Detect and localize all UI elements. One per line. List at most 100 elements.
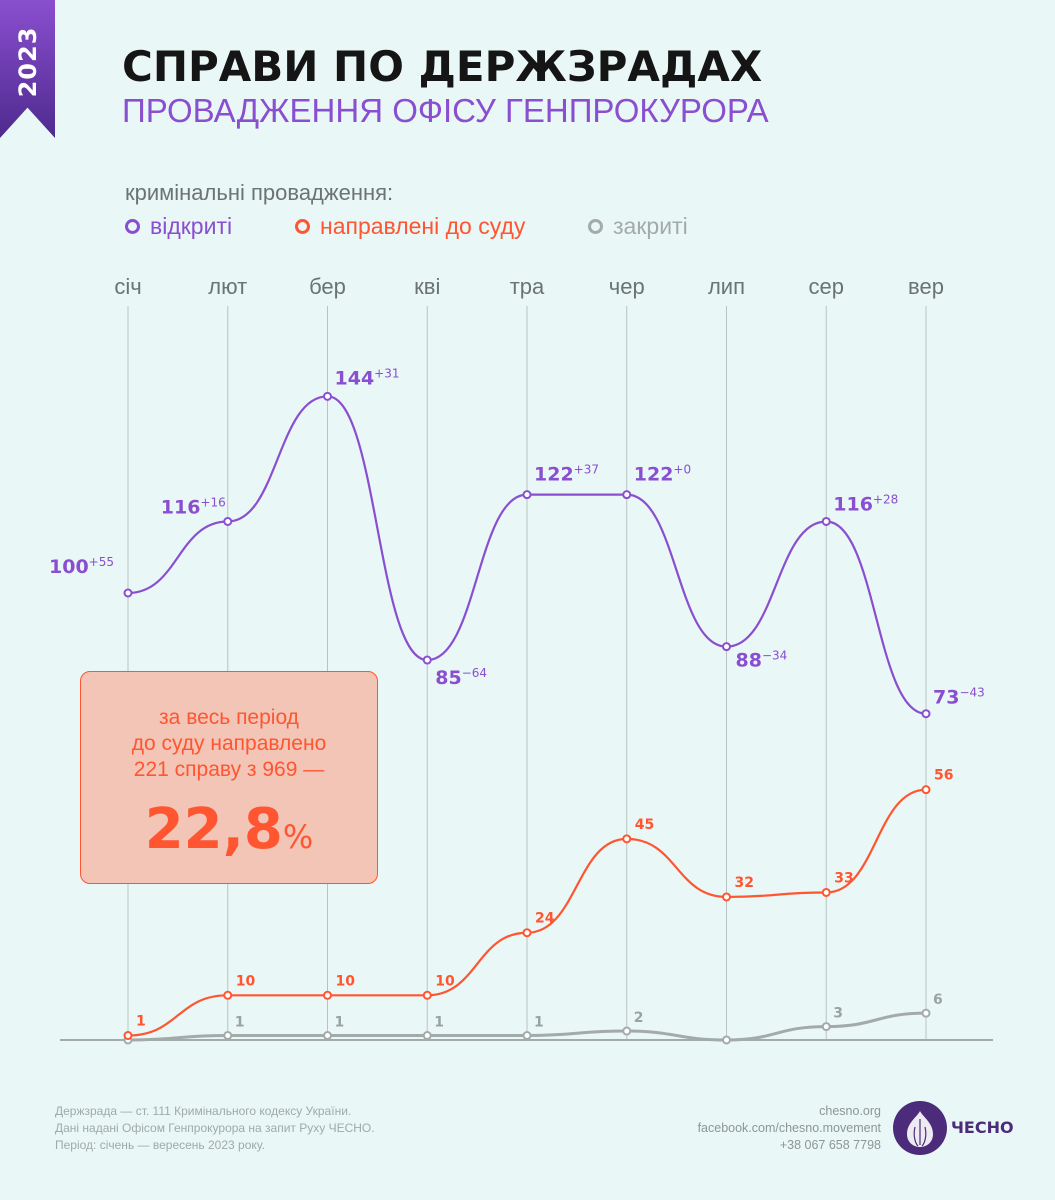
legend-label: закриті (613, 213, 688, 239)
data-label-opened: 122+0 (634, 463, 691, 486)
value: 122 (534, 464, 574, 486)
data-point-opened (522, 490, 532, 500)
data-point-opened (323, 391, 332, 401)
data-label-to-court: 56 (934, 768, 953, 784)
data-point-to-court (323, 990, 332, 1000)
chesno-logo-icon (893, 1101, 947, 1155)
x-tick-label: вер (908, 274, 944, 299)
data-label-closed: 3 (833, 1006, 843, 1022)
data-point-opened (422, 655, 432, 665)
delta: +16 (200, 495, 225, 509)
page-title: СПРАВИ ПО ДЕРЖЗРАДАХ (122, 42, 763, 91)
x-tick-label: лют (208, 274, 247, 299)
data-point-closed (722, 1035, 731, 1045)
value: 85 (435, 667, 461, 689)
delta: +31 (374, 366, 399, 380)
value: 88 (736, 650, 762, 672)
series-line-opened (127, 395, 927, 715)
percent-sign: % (282, 818, 314, 856)
data-point-closed (921, 1008, 931, 1018)
series-line-to-court (127, 788, 927, 1037)
data-point-to-court (123, 1031, 133, 1041)
legend-label: відкриті (150, 213, 233, 239)
facebook-link[interactable]: facebook.com/chesno.movement (697, 1121, 881, 1135)
delta: +28 (873, 492, 898, 506)
data-label-closed: 1 (534, 1015, 544, 1031)
x-tick-label: тра (510, 274, 545, 299)
data-point-closed (223, 1031, 233, 1041)
data-label-closed: 1 (335, 1015, 345, 1031)
data-label-opened: 122+37 (534, 463, 599, 486)
data-point-to-court (622, 834, 632, 844)
website-link[interactable]: chesno.org (819, 1104, 881, 1118)
data-label-opened: 85−64 (435, 666, 487, 689)
data-label-opened: 116+28 (833, 492, 898, 515)
footer-note: Дані надані Офісом Генпрокурора на запит… (55, 1121, 375, 1135)
data-point-closed (821, 1022, 831, 1032)
summary-line: 221 справу з 969 — (133, 758, 325, 781)
data-label-closed: 2 (634, 1010, 644, 1026)
phone-number: +38 067 658 7798 (779, 1138, 881, 1152)
percent-value: 22,8 (144, 797, 283, 862)
x-tick-label: січ (114, 274, 141, 299)
data-label-to-court: 10 (336, 973, 356, 989)
data-point-closed (422, 1031, 432, 1041)
data-point-closed (323, 1031, 332, 1041)
data-label-closed: 1 (434, 1015, 444, 1031)
data-label-to-court: 10 (435, 973, 455, 989)
x-tick-label: сер (809, 274, 844, 299)
value: 116 (833, 493, 873, 515)
value: 122 (634, 464, 674, 486)
data-label-to-court: 33 (834, 870, 853, 886)
data-point-closed (522, 1031, 532, 1041)
summary-percent: 22,8% (81, 797, 377, 862)
legend-title: кримінальні провадження: (125, 180, 394, 205)
footer-contacts: chesno.org facebook.com/chesno.movement … (698, 1103, 881, 1154)
data-label-opened: 116+16 (161, 495, 226, 518)
data-point-closed (622, 1026, 632, 1036)
footer-notes: Держзрада — ст. 111 Кримінального кодекс… (55, 1103, 375, 1154)
data-label-opened: 73−43 (933, 686, 985, 709)
data-label-to-court: 1 (136, 1014, 146, 1030)
delta: +37 (574, 463, 599, 477)
footer-note: Держзрада — ст. 111 Кримінального кодекс… (55, 1104, 352, 1118)
footer-note: Період: січень — вересень 2023 року. (55, 1138, 265, 1152)
summary-line: до суду направлено (131, 732, 327, 755)
data-point-opened (622, 490, 632, 500)
summary-line: за весь період (159, 706, 299, 729)
data-point-opened (223, 516, 233, 526)
legend-dot-icon (295, 219, 310, 234)
legend-item-to-court: направлені до суду (295, 213, 525, 240)
delta: −34 (762, 649, 787, 663)
legend-label: направлені до суду (320, 213, 526, 239)
x-tick-label: чер (609, 274, 645, 299)
data-point-to-court (422, 990, 432, 1000)
data-label-opened: 88−34 (736, 649, 788, 672)
series-line-closed (127, 1011, 927, 1042)
delta: −64 (462, 666, 487, 680)
data-label-to-court: 32 (735, 875, 754, 891)
data-label-opened: 100+55 (49, 555, 114, 578)
logo-text: ЧЕСНО (951, 1118, 1014, 1137)
data-label-to-court: 45 (635, 817, 654, 833)
x-tick-label: лип (708, 274, 745, 299)
data-label-to-court: 24 (535, 911, 555, 927)
data-label-closed: 1 (235, 1015, 245, 1031)
value: 73 (933, 687, 959, 709)
value: 144 (335, 367, 375, 389)
data-point-to-court (921, 785, 931, 795)
legend-dot-icon (125, 219, 140, 234)
data-point-opened (921, 709, 931, 719)
legend-dot-icon (588, 219, 603, 234)
delta: −43 (959, 686, 984, 700)
data-point-opened (821, 516, 831, 526)
legend-item-opened: відкриті (125, 213, 232, 240)
data-point-to-court (223, 990, 233, 1000)
delta: +55 (89, 555, 114, 569)
data-label-opened: 144+31 (335, 366, 400, 389)
legend-item-closed: закриті (588, 213, 688, 240)
value: 116 (161, 496, 201, 518)
data-point-to-court (722, 892, 731, 902)
data-point-to-court (821, 887, 831, 897)
